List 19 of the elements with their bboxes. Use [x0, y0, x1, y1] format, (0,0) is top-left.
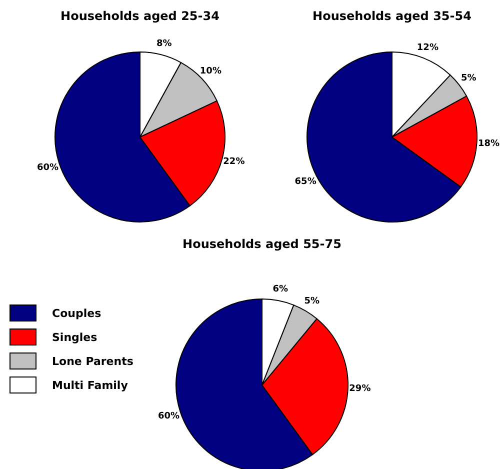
legend-label: Couples — [52, 307, 102, 320]
data-label: 60% — [36, 162, 59, 173]
chart-title: Households aged 25-34 — [60, 9, 220, 23]
data-label: 65% — [294, 177, 316, 188]
data-label: 10% — [200, 66, 222, 77]
data-label: 18% — [478, 139, 500, 150]
data-label: 22% — [223, 157, 245, 168]
legend-label: Lone Parents — [52, 355, 134, 368]
legend-label: Multi Family — [52, 379, 128, 392]
chart-title: Households aged 55-75 — [182, 237, 342, 251]
data-label: 12% — [416, 42, 438, 53]
data-label: 5% — [304, 296, 320, 307]
data-label: 8% — [156, 39, 172, 50]
legend-label: Singles — [52, 331, 98, 344]
data-label: 29% — [349, 384, 371, 394]
data-label: 6% — [272, 284, 288, 295]
chart-title: Households aged 35-54 — [312, 9, 472, 23]
data-label: 5% — [461, 74, 476, 84]
data-label: 60% — [158, 411, 180, 422]
